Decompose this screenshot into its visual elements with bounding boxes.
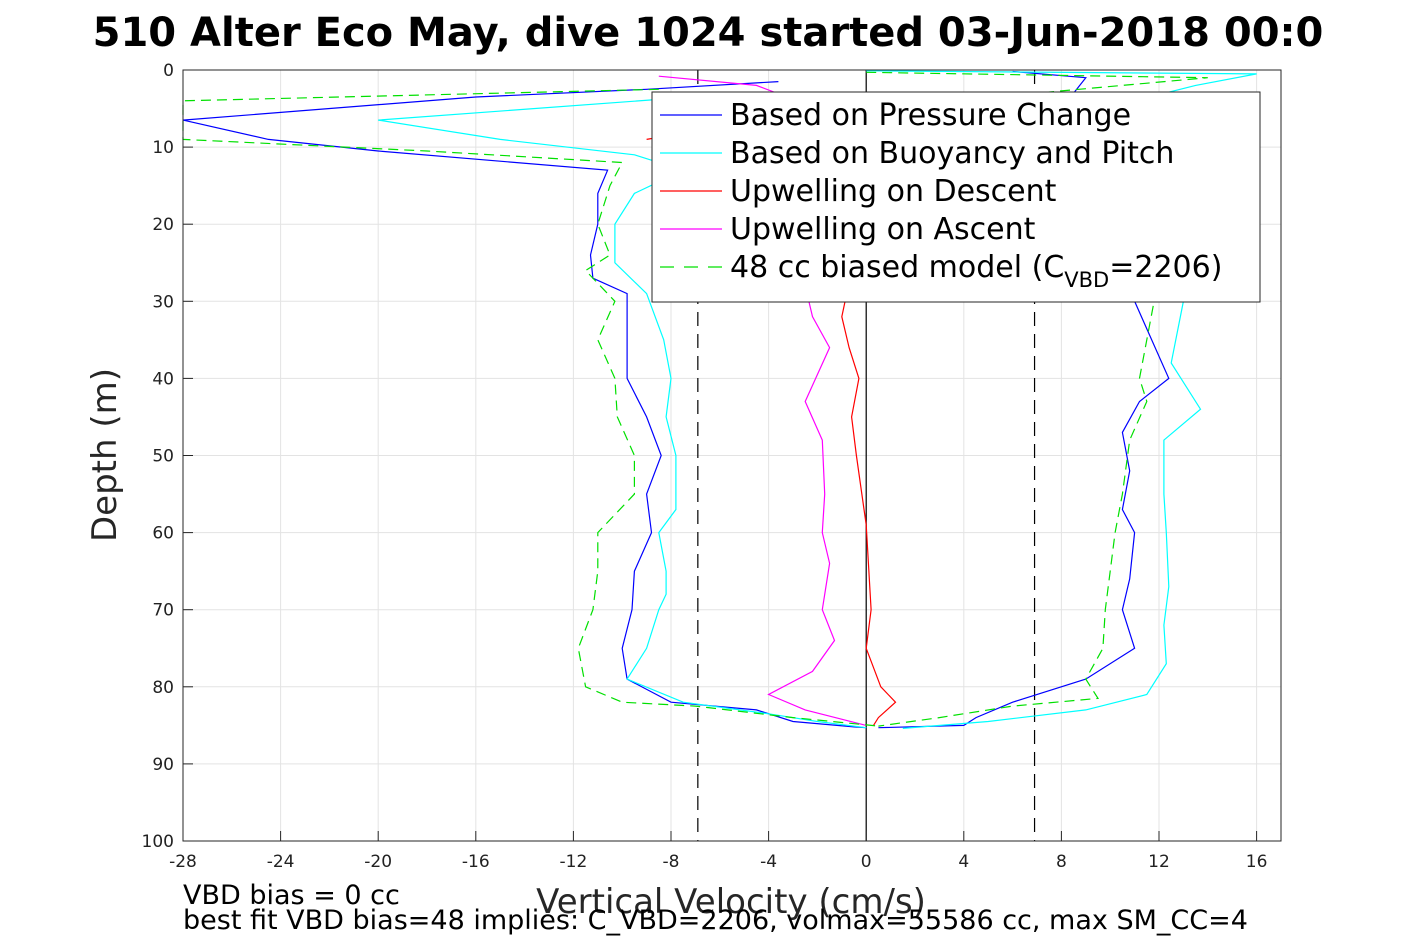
x-tick-label: -20	[364, 852, 392, 872]
y-tick-label: 0	[163, 61, 174, 81]
footer-bestfit-text: best fit VBD bias=48 implies: C_VBD=2206…	[183, 905, 1248, 936]
x-tick-label: 4	[958, 852, 969, 872]
y-tick-label: 100	[142, 832, 174, 852]
legend-label: Upwelling on Ascent	[730, 212, 1036, 247]
legend-label: Based on Pressure Change	[730, 98, 1131, 133]
legend-label: Upwelling on Descent	[730, 174, 1057, 209]
x-tick-label: -4	[760, 852, 777, 872]
y-tick-label: 50	[152, 447, 174, 467]
x-tick-label: 16	[1246, 852, 1268, 872]
series-4-descent-line	[182, 88, 879, 727]
x-axis-label: Vertical Velocity (cm/s)	[536, 882, 926, 922]
y-tick-label: 40	[152, 369, 174, 389]
legend-label: Based on Buoyancy and Pitch	[730, 136, 1174, 171]
y-axis-label: Depth (m)	[85, 368, 125, 542]
footer-bias-text: VBD bias = 0 cc	[183, 880, 400, 911]
y-tick-label: 10	[152, 138, 174, 158]
y-tick-label: 90	[152, 755, 174, 775]
x-tick-label: 0	[861, 852, 872, 872]
series-0-descent-line	[182, 81, 867, 729]
axis-ticks: -28 -24 -20 -16 -12 -8 -4 0 4 8 12 16 0 10 20 30 40 50 60 7…	[142, 61, 1268, 872]
y-tick-label: 20	[152, 215, 174, 235]
x-tick-label: 8	[1056, 852, 1067, 872]
x-tick-label: 12	[1148, 852, 1170, 872]
y-tick-label: 80	[152, 678, 174, 698]
y-tick-label: 30	[152, 292, 174, 312]
x-tick-label: -28	[169, 852, 197, 872]
x-tick-label: -16	[462, 852, 490, 872]
y-tick-label: 60	[152, 524, 174, 544]
x-tick-label: -12	[560, 852, 588, 872]
x-tick-label: -8	[663, 852, 680, 872]
y-tick-label: 70	[152, 601, 174, 621]
x-tick-label: -24	[267, 852, 295, 872]
chart-title: 510 Alter Eco May, dive 1024 started 03-…	[93, 10, 1324, 56]
legend-box	[651, 91, 1261, 303]
